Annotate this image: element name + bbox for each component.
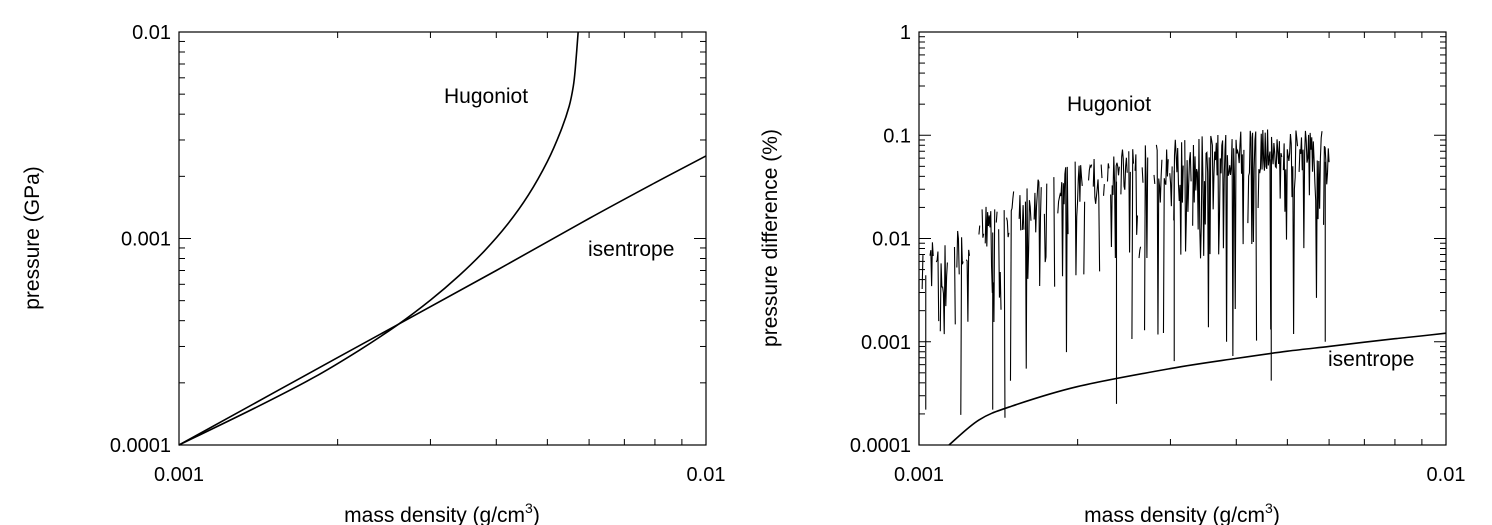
- right-x-axis-label-sup: 3: [1265, 500, 1273, 516]
- right-x-tick-label: 0.01: [1427, 464, 1466, 486]
- right-series: [918, 129, 1447, 446]
- right-chart: 0.001 0.01 0.0001 0.001 0.01 0.1 1 Hugoniot is…: [759, 22, 1465, 525]
- left-isentrope-line: [178, 155, 707, 446]
- right-tick-labels: 0.001 0.01 0.0001 0.001 0.01 0.1 1: [850, 22, 1466, 486]
- left-hugoniot-line: [178, 31, 579, 446]
- left-series: [178, 31, 707, 446]
- left-x-axis-label-close: ): [533, 504, 540, 525]
- left-x-axis-label-sup: 3: [525, 500, 533, 516]
- left-y-tick-label: 0.01: [132, 22, 171, 44]
- right-y-tick-label: 0.01: [872, 229, 911, 251]
- right-ticks: [918, 31, 1447, 446]
- right-isentrope-line: [948, 332, 1447, 446]
- right-y-tick-label: 0.1: [883, 125, 911, 147]
- right-y-tick-label: 1: [900, 22, 911, 44]
- left-ticks: [178, 31, 707, 446]
- left-y-tick-label: 0.001: [121, 229, 171, 251]
- right-plot-frame: [918, 31, 1447, 446]
- left-tick-labels: 0.001 0.01 0.0001 0.001 0.01: [110, 22, 726, 486]
- right-y-tick-label: 0.0001: [850, 435, 911, 457]
- right-hugoniot-label: Hugoniot: [1067, 93, 1151, 116]
- left-y-axis-label: pressure (GPa): [21, 166, 44, 310]
- left-chart: 0.001 0.01 0.0001 0.001 0.01 Hugoniot isentr…: [21, 22, 725, 525]
- right-x-tick-label: 0.001: [894, 464, 944, 486]
- left-x-tick-label: 0.001: [154, 464, 204, 486]
- right-x-axis-label: mass density (g/cm3): [1084, 500, 1280, 525]
- left-hugoniot-label: Hugoniot: [444, 85, 528, 108]
- right-x-axis-label-close: ): [1273, 504, 1280, 525]
- right-hugoniot-line: [921, 129, 1330, 418]
- left-y-tick-label: 0.0001: [110, 435, 171, 457]
- right-x-axis-label-main: mass density (g/cm: [1084, 504, 1265, 525]
- left-x-tick-label: 0.01: [687, 464, 726, 486]
- left-x-axis-label: mass density (g/cm3): [344, 500, 540, 525]
- left-isentrope-label: isentrope: [588, 238, 674, 261]
- right-isentrope-label: isentrope: [1328, 348, 1414, 371]
- left-x-axis-label-main: mass density (g/cm: [344, 504, 525, 525]
- right-y-tick-label: 0.001: [861, 332, 911, 354]
- right-y-axis-label: pressure difference (%): [759, 129, 782, 347]
